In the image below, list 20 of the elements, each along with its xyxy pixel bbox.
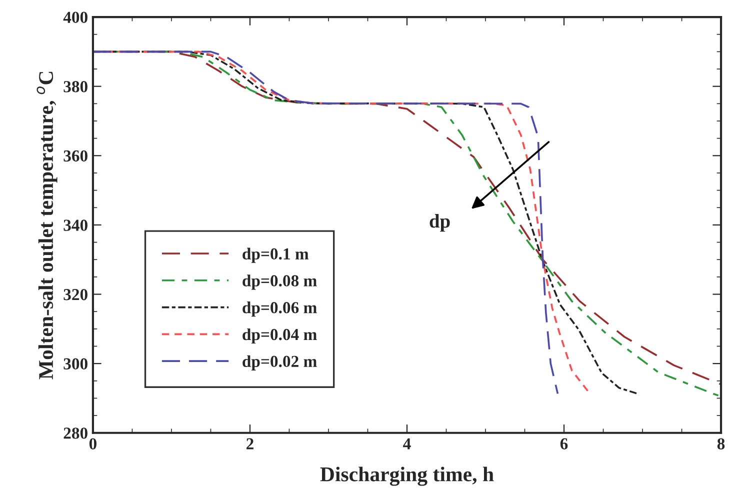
x-tick-label: 6 <box>560 438 568 450</box>
x-tick-label: 8 <box>717 438 725 450</box>
y-tick-label: 300 <box>64 358 88 370</box>
y-tick-label: 320 <box>64 288 88 300</box>
x-axis-title: Discharging time, h <box>320 466 494 486</box>
y-tick-label: 400 <box>63 12 88 23</box>
legend-label: dp=0.06 m <box>242 302 317 317</box>
x-tick-label: 0 <box>89 438 96 450</box>
y-tick-label: 380 <box>64 81 88 92</box>
legend-label: dp=0.08 m <box>242 274 317 290</box>
y-axis-title: Molten-salt outlet temperature, $^{o}$C <box>36 72 58 380</box>
y-tick-label: 280 <box>64 428 88 439</box>
legend-label: dp=0.04 m <box>242 328 317 344</box>
y-tick-label: 360 <box>64 150 88 162</box>
legend-label: dp=0.1 m <box>242 248 309 263</box>
x-tick-label: 2 <box>246 438 254 450</box>
legend-label: dp=0.02 m <box>242 355 317 370</box>
y-tick-label: 340 <box>64 220 88 231</box>
annotation: dp <box>430 214 450 232</box>
x-tick-label: 4 <box>403 438 411 450</box>
